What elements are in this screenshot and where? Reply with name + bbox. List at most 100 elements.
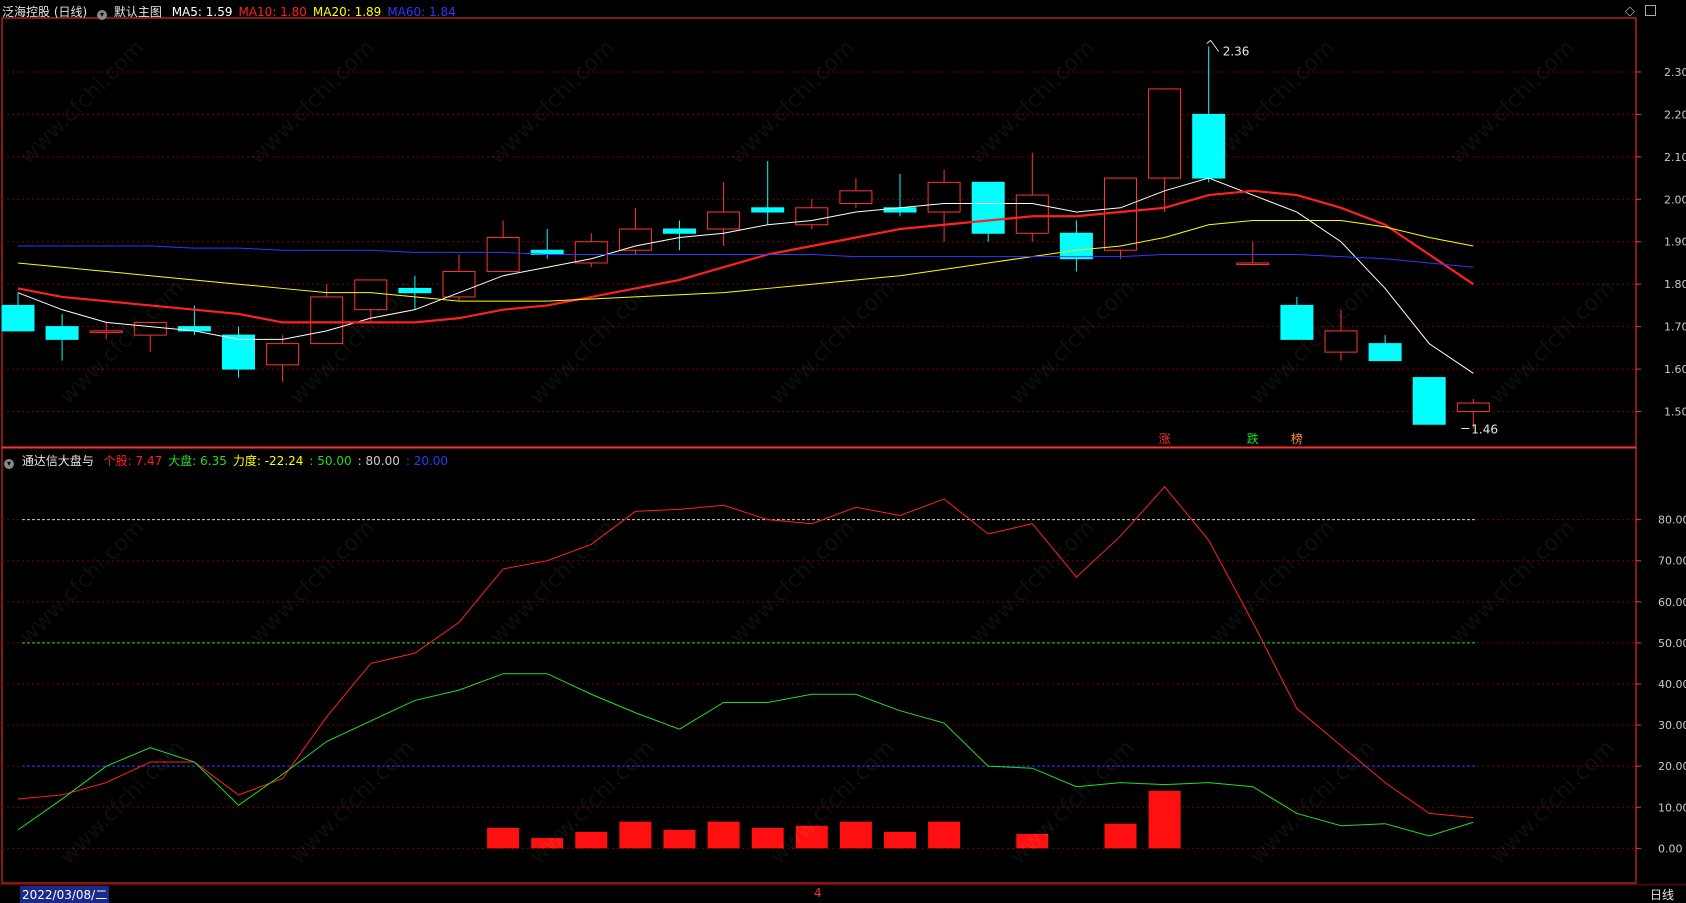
indicator-legend-item-5: : 20.00: [406, 454, 448, 468]
indicator-legend-item-value: 6.35: [196, 454, 227, 468]
candle-body-down: [1059, 232, 1093, 260]
indicator-legend-item-label: :: [405, 454, 410, 468]
indicator-legend-item-value: 7.47: [131, 454, 163, 468]
diamond-icon[interactable]: ◇: [1624, 4, 1635, 19]
strength-bar: [795, 825, 828, 849]
indicator-legend: 个股: 7.47 大盘: 6.35 力度: -22.24: 50.00: 80.00…: [98, 454, 448, 468]
indicator-y-tick-label: 30.00: [1658, 719, 1686, 732]
indicator-panel-frame: [1, 447, 1637, 884]
period-label[interactable]: 日线: [1650, 888, 1675, 902]
indicator-legend-item-label: 大盘:: [168, 454, 197, 468]
main-y-tick-label: 2.30: [1664, 66, 1686, 79]
strength-bar: [619, 821, 652, 849]
indicator-legend-item-4: : 80.00: [358, 454, 400, 468]
main-y-tick-label: 1.60: [1664, 363, 1686, 376]
main-y-tick-label: 1.70: [1664, 321, 1686, 334]
template-dropdown-icon[interactable]: ▾: [97, 10, 108, 20]
candle-body-up: [1236, 262, 1270, 265]
indicator-y-tick-label: 40.00: [1658, 678, 1686, 691]
indicator-y-tick-label: 50.00: [1658, 637, 1686, 650]
candle-body-down: [1, 304, 35, 332]
indicator-dropdown-icon[interactable]: ▾: [4, 459, 14, 469]
candle-body-up: [310, 296, 344, 345]
candle-body-up: [442, 270, 476, 298]
indicator-legend-item-value: 80.00: [361, 454, 400, 468]
indicator-legend-item-value: -22.24: [260, 454, 304, 468]
event-marker: 跌: [1247, 431, 1259, 446]
candle-body-up: [486, 237, 520, 272]
main-y-tick-label: 1.80: [1664, 278, 1686, 291]
ma-legend-item-label: MA10:: [238, 5, 277, 19]
indicator-line-stock: [17, 485, 1474, 819]
indicator-legend-item-value: 50.00: [313, 454, 352, 468]
main-panel-frame: [1, 17, 1637, 448]
template-name[interactable]: 默认主图: [113, 5, 162, 19]
candle-body-up: [839, 190, 873, 205]
main-y-tick-label: 2.20: [1664, 108, 1686, 121]
ma-legend-item-value: 1.80: [276, 5, 307, 19]
indicator-header: ▾ 通达信大盘与 个股: 7.47 大盘: 6.35 力度: -22.24: 50.…: [2, 452, 448, 469]
stock-title[interactable]: 泛海控股 (日线): [2, 5, 88, 19]
candle-body-down: [1192, 113, 1226, 179]
candle-body-down: [751, 207, 785, 213]
indicator-line-market: [17, 673, 1474, 837]
strength-bar: [839, 821, 872, 849]
strength-bar: [884, 831, 916, 849]
strength-bar: [575, 831, 608, 849]
ma-line-ma10: [17, 189, 1474, 324]
candle-body-up: [89, 330, 123, 333]
main-y-tick-label: 1.50: [1664, 406, 1686, 419]
candle-body-up: [1148, 88, 1182, 179]
candle-body-up: [1015, 194, 1049, 234]
indicator-y-tick-label: 10.00: [1658, 801, 1686, 814]
candle-body-down: [971, 181, 1005, 234]
candle-body-up: [927, 181, 961, 213]
candle-body-up: [707, 211, 741, 230]
date-cursor-label: 2022/03/08/二: [20, 886, 110, 903]
ma-legend-item-value: 1.84: [425, 5, 456, 19]
ma-line-ma60: [18, 245, 1474, 268]
ma-legend-item-label: MA20:: [312, 5, 351, 19]
candle-body-up: [266, 343, 300, 366]
ma-line-ma20: [17, 220, 1474, 302]
ma-legend-item-0: MA5: 1.59: [172, 5, 233, 19]
ma-line-ma5: [17, 177, 1474, 374]
candle-body-down: [1280, 304, 1314, 340]
strength-bar: [663, 829, 696, 849]
ma-legend-item-value: 1.59: [201, 5, 233, 19]
indicator-legend-item-label: :: [309, 454, 314, 468]
indicator-y-tick-label: 70.00: [1658, 555, 1686, 568]
candle-body-down: [1368, 343, 1402, 362]
restore-icon[interactable]: [1645, 5, 1656, 16]
ma-legend-item-label: MA5:: [171, 5, 202, 19]
candle-body-up: [795, 207, 829, 226]
main-y-tick-label: 2.00: [1664, 193, 1686, 206]
ma-legend-item-1: MA10: 1.80: [238, 5, 306, 19]
indicator-name[interactable]: 通达信大盘与: [21, 454, 94, 468]
indicator-y-tick-label: 80.00: [1658, 514, 1686, 527]
ma-legend-item-3: MA60: 1.84: [387, 5, 455, 19]
indicator-legend-item-value: 20.00: [409, 454, 449, 468]
indicator-legend-item-0: 个股: 7.47: [104, 454, 163, 468]
strength-bar: [1016, 833, 1049, 849]
main-chart-header: 泛海控股 (日线) ▾ 默认主图 MA5: 1.59 MA10: 1.80 MA20…: [2, 3, 456, 20]
main-y-tick-label: 1.90: [1664, 236, 1686, 249]
main-y-tick-label: 2.10: [1664, 151, 1686, 164]
strength-bar: [531, 838, 564, 849]
indicator-legend-item-2: 力度: -22.24: [233, 454, 304, 468]
candle-body-up: [1456, 402, 1490, 413]
month-marker: 4: [814, 886, 822, 900]
candle-body-up: [354, 279, 388, 311]
indicator-legend-item-1: 大盘: 6.35: [168, 454, 227, 468]
strength-bar: [751, 827, 784, 849]
indicator-legend-item-3: : 50.00: [309, 454, 351, 468]
indicator-y-tick-label: 60.00: [1658, 596, 1686, 609]
indicator-y-tick-label: 0.00: [1658, 842, 1683, 855]
indicator-legend-item-label: 个股:: [103, 454, 132, 468]
strength-bar: [1148, 790, 1181, 849]
candle-body-down: [45, 326, 79, 340]
candle-body-down: [1412, 377, 1446, 425]
candle-body-up: [618, 228, 652, 251]
strength-bar: [707, 821, 740, 849]
